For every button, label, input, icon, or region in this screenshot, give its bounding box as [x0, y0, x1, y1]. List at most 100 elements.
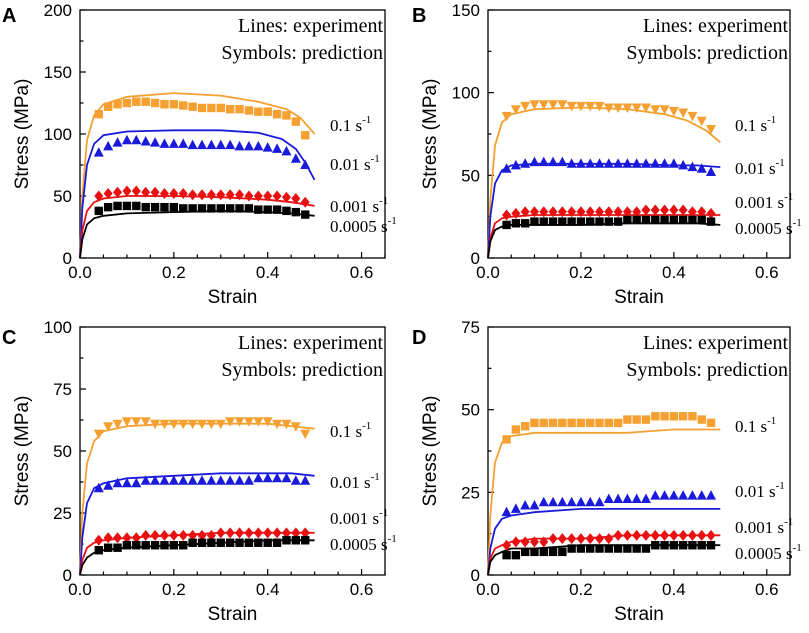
prediction-point — [659, 105, 670, 115]
prediction-point — [141, 97, 150, 106]
prediction-point — [678, 490, 689, 500]
x-axis-title: Strain — [614, 604, 664, 625]
prediction-point — [301, 131, 310, 140]
x-tick-label: 0.2 — [162, 580, 186, 599]
y-tick-label: 50 — [461, 401, 480, 420]
prediction-point — [131, 532, 141, 544]
prediction-point — [520, 547, 530, 557]
prediction-point — [263, 190, 273, 202]
prediction-point — [291, 536, 301, 545]
prediction-point — [244, 106, 254, 115]
prediction-point — [103, 532, 113, 544]
prediction-point — [623, 544, 632, 553]
prediction-point — [197, 139, 207, 150]
prediction-point — [697, 415, 706, 424]
prediction-point — [159, 138, 170, 148]
prediction-point — [150, 202, 160, 212]
prediction-point — [613, 493, 624, 503]
prediction-point — [678, 412, 688, 421]
prediction-point — [160, 100, 169, 109]
strain-rate-label: 0.1 s-1 — [330, 420, 371, 441]
prediction-point — [216, 538, 225, 547]
prediction-point — [520, 422, 530, 431]
prediction-point — [113, 100, 122, 109]
prediction-point — [567, 206, 577, 218]
prediction-point — [103, 140, 114, 151]
y-axis-title: Stress (MPa) — [420, 396, 441, 507]
strain-rate-label: 0.01 s-1 — [735, 480, 785, 501]
legend-entry: Lines: experiment — [643, 15, 788, 37]
y-tick-label: 0 — [471, 566, 480, 585]
prediction-point — [567, 217, 576, 226]
prediction-point — [548, 418, 558, 428]
prediction-point — [669, 541, 679, 550]
x-tick-label: 0.2 — [569, 263, 593, 282]
prediction-point — [197, 538, 207, 547]
prediction-point — [622, 493, 633, 503]
prediction-point — [216, 189, 226, 201]
prediction-point — [234, 475, 245, 485]
prediction-point — [215, 419, 226, 430]
prediction-point — [159, 419, 170, 430]
x-tick-label: 0.4 — [662, 580, 686, 599]
prediction-point — [520, 500, 531, 510]
prediction-point — [290, 475, 301, 485]
prediction-point — [567, 533, 577, 545]
prediction-point — [548, 547, 558, 557]
prediction-point — [262, 142, 273, 152]
prediction-point — [131, 134, 142, 145]
x-tick-label: 0.6 — [350, 580, 374, 599]
prediction-point — [632, 544, 641, 553]
prediction-point — [557, 496, 568, 507]
experiment-line — [79, 210, 315, 259]
prediction-point — [595, 533, 605, 545]
y-tick-label: 50 — [461, 166, 480, 185]
prediction-point — [585, 496, 596, 507]
prediction-point — [538, 156, 549, 167]
prediction-point — [510, 105, 521, 115]
x-tick-label: 0.2 — [162, 263, 186, 282]
prediction-point — [272, 190, 282, 202]
strain-rate-label: 0.0005 s-1 — [330, 215, 397, 236]
prediction-point — [706, 490, 717, 500]
prediction-point — [263, 205, 272, 214]
prediction-point — [94, 109, 103, 119]
prediction-point — [650, 204, 660, 216]
prediction-point — [197, 189, 207, 201]
y-tick-label: 0 — [63, 566, 72, 585]
x-tick-label: 0.0 — [68, 263, 92, 282]
prediction-point — [576, 533, 586, 545]
prediction-point — [300, 159, 311, 169]
prediction-point — [132, 97, 141, 106]
panel-b: B 0.0 0.2 0.4 0.6 0 50 100 150 Strain Stress (MPa)… — [412, 1, 802, 308]
prediction-point — [678, 541, 688, 550]
prediction-point — [197, 419, 207, 430]
prediction-point — [291, 527, 301, 539]
prediction-point — [169, 202, 179, 212]
experiment-line — [79, 92, 316, 259]
prediction-point — [178, 419, 189, 430]
x-tick-label: 0.6 — [755, 580, 779, 599]
prediction-point — [548, 100, 559, 110]
prediction-point — [520, 206, 530, 218]
prediction-point — [613, 544, 623, 553]
prediction-point — [290, 153, 301, 163]
prediction-point — [696, 163, 707, 173]
experiment-line — [79, 129, 316, 259]
strain-rate-label: 0.01 s-1 — [735, 157, 785, 178]
prediction-point — [263, 107, 272, 116]
prediction-point — [640, 103, 651, 114]
prediction-point — [603, 493, 614, 503]
prediction-point — [253, 190, 263, 202]
prediction-point — [631, 103, 642, 114]
prediction-point — [706, 418, 716, 428]
prediction-point — [604, 544, 613, 553]
prediction-point — [613, 418, 623, 428]
prediction-point — [575, 101, 586, 112]
prediction-point — [197, 475, 207, 485]
prediction-point — [529, 536, 539, 548]
prediction-point — [179, 101, 188, 110]
prediction-point — [687, 490, 698, 500]
prediction-point — [594, 158, 605, 168]
prediction-point — [262, 472, 273, 483]
